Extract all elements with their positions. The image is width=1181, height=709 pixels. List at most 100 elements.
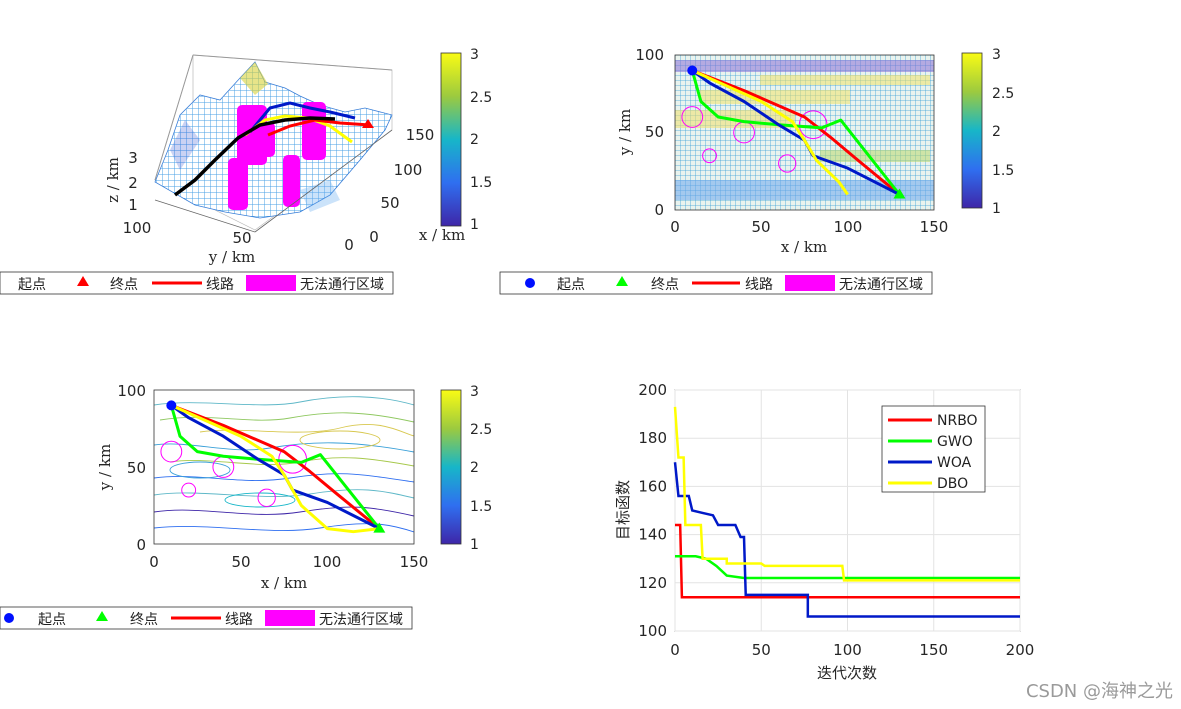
obstacle-circle (181, 482, 197, 498)
y-tick-100: 100 (117, 382, 146, 400)
convergence-x-ticks: 0 50 100 150 200 (670, 641, 1034, 659)
z-tick-1: 1 (128, 196, 138, 214)
y-tick: 140 (638, 526, 667, 544)
legend-zone-label: 无法通行区域 (319, 612, 403, 628)
colorbar-tick: 2 (470, 460, 479, 476)
y-tick-0: 0 (136, 536, 146, 554)
legend-goal-marker (96, 611, 108, 621)
x-tick-100: 100 (394, 161, 423, 179)
watermark: CSDN @海神之光 (1025, 681, 1173, 702)
colorbar-tick: 1.5 (992, 163, 1014, 179)
legend-2d: 起点 终点 线路 无法通行区域 (499, 271, 933, 295)
surface-3d-plot: 3 2 1 z / km 100 50 0 y / km 0 50 100 15… (104, 54, 465, 266)
colorbar-tick: 1 (992, 201, 1001, 217)
route-green (690, 70, 901, 196)
colorbar-tick: 3 (992, 47, 1001, 63)
colorbar-tick: 2.5 (470, 422, 492, 438)
colorbar-1: 3 2.5 2 1.5 1 (440, 47, 492, 233)
legend-route-label: 线路 (225, 612, 253, 628)
y-axis-label: 目标函数 (614, 480, 632, 540)
heatmap-plot: 100 50 0 0 50 100 150 x / km y / km (616, 46, 948, 256)
series-line-woa (673, 462, 1020, 618)
y-tick: 200 (638, 381, 667, 399)
y-tick-100: 100 (123, 219, 152, 237)
y-axis-label: y / km (96, 444, 114, 491)
x-tick-150: 150 (920, 218, 949, 236)
colorbar-tick: 2 (992, 124, 1001, 140)
x-tick: 50 (752, 641, 771, 659)
legend-start-label: 起点 (38, 612, 66, 628)
heatmap-routes (687, 65, 906, 199)
x-tick-100: 100 (313, 553, 342, 571)
x-tick-0: 0 (670, 218, 680, 236)
x-tick: 0 (670, 641, 680, 659)
obstacle-cylinder (283, 155, 300, 207)
route-3d-yellow (244, 114, 353, 144)
legend-label: NRBO (937, 413, 978, 429)
route-3d-blue (248, 101, 356, 133)
obstacle-circle (681, 106, 704, 128)
y-tick-50: 50 (127, 459, 146, 477)
z-axis-label: z / km (104, 157, 122, 203)
x-tick-100: 100 (834, 218, 863, 236)
colorbar-tick: 2 (470, 132, 479, 148)
obstacle-circle (160, 440, 183, 463)
route-3d-black (173, 116, 336, 197)
colorbar-tick: 1 (470, 217, 479, 233)
y-tick: 100 (638, 622, 667, 640)
x-tick-150: 150 (400, 553, 429, 571)
legend-start-marker (525, 278, 535, 288)
legend-route-label: 线路 (206, 277, 234, 293)
legend-3d: 起点 终点 线路 无法通行区域 (0, 271, 394, 295)
z-tick-3: 3 (128, 149, 138, 167)
x-tick: 100 (833, 641, 862, 659)
legend-label: WOA (937, 455, 972, 471)
legend-contour: 起点 终点 线路 无法通行区域 (0, 606, 413, 630)
y-tick-50: 50 (645, 123, 664, 141)
obstacle-cylinder (228, 158, 248, 210)
contour-plot: 100 50 0 0 50 100 150 x / km y / km (96, 382, 428, 592)
z-tick-2: 2 (128, 174, 138, 192)
y-tick-0: 0 (654, 201, 664, 219)
convergence-legend: NRBO GWO WOA DBO (881, 405, 986, 493)
x-tick-50: 50 (380, 194, 399, 212)
x-tick-0: 0 (149, 553, 159, 571)
y-tick-100: 100 (635, 46, 664, 64)
legend-label: DBO (937, 476, 968, 492)
y-tick-50: 50 (232, 229, 251, 247)
goal-marker (893, 188, 906, 199)
legend-zone-label: 无法通行区域 (839, 277, 923, 293)
contour-routes (166, 400, 386, 534)
legend-goal-marker (77, 276, 89, 286)
legend-route-label: 线路 (745, 277, 773, 293)
goal-marker (373, 522, 386, 533)
legend-start-label: 起点 (557, 277, 585, 293)
y-tick-0: 0 (344, 236, 354, 254)
legend-zone-swatch (785, 275, 835, 291)
route-green (169, 404, 381, 530)
route-blue (170, 404, 381, 530)
series-line-dbo (673, 406, 1020, 582)
legend-zone-swatch (246, 275, 296, 291)
legend-end-label: 终点 (110, 277, 138, 293)
colorbar-tick: 1 (470, 537, 479, 553)
convergence-lines (673, 406, 1020, 618)
colorbar-tick: 1.5 (470, 499, 492, 515)
x-tick-150: 150 (406, 126, 435, 144)
legend-zone-label: 无法通行区域 (300, 277, 384, 293)
obstacle-cylinder (253, 122, 275, 157)
colorbar-tick: 2.5 (992, 86, 1014, 102)
x-tick-50: 50 (751, 218, 770, 236)
legend-end-label: 终点 (130, 612, 158, 628)
y-axis-label: y / km (616, 109, 634, 156)
x-tick-0: 0 (369, 228, 379, 246)
route-blue (691, 69, 901, 196)
y-axis-label: y / km (208, 248, 255, 266)
y-tick: 160 (638, 477, 667, 495)
colorbar-tick: 2.5 (470, 90, 492, 106)
colorbar-2: 3 2.5 2 1.5 1 (961, 47, 1014, 217)
route-yellow (691, 69, 849, 196)
obstacle-circle (778, 154, 797, 173)
route-yellow (170, 404, 380, 534)
